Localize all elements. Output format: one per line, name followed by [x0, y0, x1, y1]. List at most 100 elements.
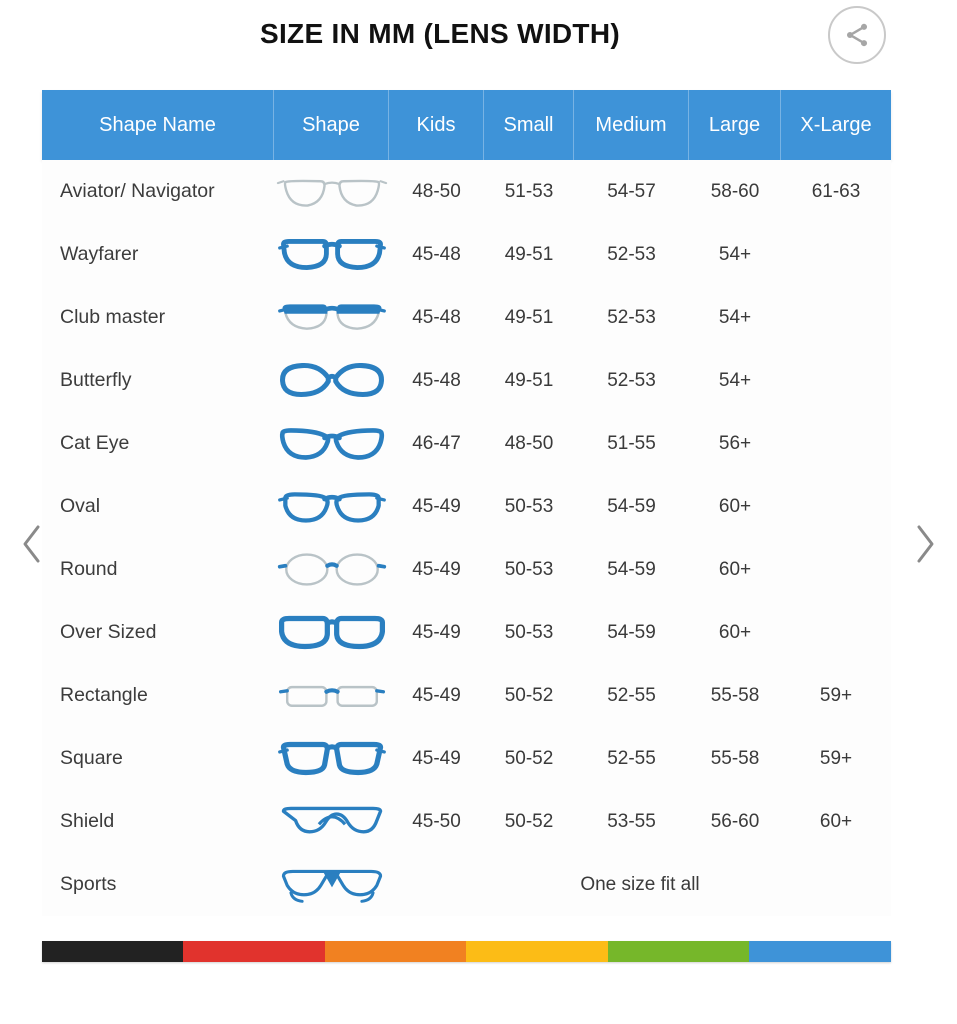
- cell-size-xlarge: [781, 601, 891, 664]
- table-row: Butterfly 45-48 49-51 52-53 54+: [42, 349, 891, 412]
- oval-glasses-icon: [276, 485, 388, 528]
- cell-size-small: 50-52: [504, 685, 554, 706]
- carousel-prev-button[interactable]: [4, 515, 60, 573]
- cell-shape-name: Over Sized: [60, 621, 157, 643]
- aviator-glasses-icon: [276, 170, 388, 213]
- share-button[interactable]: [828, 6, 886, 64]
- table-row: Oval 45-49 50-53 54-59 60+: [42, 475, 891, 538]
- cell-size-medium: 54-59: [607, 622, 656, 643]
- cateye-glasses-icon: [276, 422, 388, 465]
- cell-shape-name: Rectangle: [60, 684, 148, 706]
- cell-size-kids: 45-48: [412, 307, 461, 328]
- cell-size-xlarge: [781, 475, 891, 538]
- cell-size-medium: 51-55: [607, 433, 656, 454]
- table-row: Wayfarer 45-48 49-51 52-53 54+: [42, 223, 891, 286]
- cell-size-medium: 52-55: [607, 685, 656, 706]
- cell-size-small: 50-52: [504, 811, 554, 832]
- oversized-glasses-icon: [276, 611, 388, 654]
- brand-color-strip: [42, 941, 891, 962]
- cell-size-kids: 45-50: [412, 811, 461, 832]
- column-header-small: Small: [484, 90, 574, 160]
- page-title: SIZE IN MM (LENS WIDTH): [260, 18, 620, 49]
- table-row: Sports One size fit all: [42, 853, 891, 916]
- cell-size-xlarge: [781, 349, 891, 412]
- color-segment-black: [42, 941, 184, 962]
- cell-size-large: 54+: [718, 244, 752, 265]
- column-header-shape: Shape: [274, 90, 389, 160]
- color-segment-red: [183, 941, 325, 962]
- cell-shape-name: Club master: [60, 306, 166, 328]
- cell-shape-glyph: [274, 223, 389, 286]
- chevron-right-icon: [912, 522, 938, 566]
- cell-size-large: 58-60: [710, 181, 760, 202]
- cell-size-medium: 52-53: [607, 307, 656, 328]
- cell-size-large: 54+: [718, 307, 752, 328]
- cell-shape-glyph: [274, 601, 389, 664]
- cell-size-small: 50-52: [504, 748, 554, 769]
- cell-shape-name: Square: [60, 747, 123, 769]
- size-chart-table: Shape Name Shape Kids Small Medium Large…: [42, 90, 891, 916]
- wayfarer-glasses-icon: [276, 233, 388, 276]
- cell-size-large: 55-58: [710, 748, 760, 769]
- title-bar: SIZE IN MM (LENS WIDTH): [0, 18, 880, 50]
- column-header-large: Large: [689, 90, 781, 160]
- square-glasses-icon: [276, 737, 388, 780]
- cell-size-medium: 54-57: [607, 181, 656, 202]
- share-icon: [843, 21, 871, 49]
- cell-size-xlarge: 61-63: [811, 181, 861, 202]
- cell-size-small: 49-51: [504, 307, 554, 328]
- cell-size-large: 60+: [718, 559, 752, 580]
- cell-size-kids: 45-49: [412, 622, 461, 643]
- table-row: Square 45-49 50-52 52-55 55-58 59+: [42, 727, 891, 790]
- color-segment-orange: [324, 941, 467, 962]
- cell-size-xlarge: 60+: [819, 811, 853, 832]
- cell-size-large: 56-60: [710, 811, 760, 832]
- cell-size-medium: 54-59: [607, 559, 656, 580]
- cell-shape-glyph: [274, 160, 389, 223]
- cell-size-xlarge: 59+: [819, 748, 853, 769]
- cell-size-kids: 45-49: [412, 559, 461, 580]
- cell-size-large: 60+: [718, 622, 752, 643]
- cell-size-small: 50-53: [504, 622, 554, 643]
- color-segment-blue: [749, 941, 891, 962]
- cell-shape-name: Shield: [60, 810, 115, 832]
- table-row: Cat Eye 46-47 48-50 51-55 56+: [42, 412, 891, 475]
- cell-size-medium: 54-59: [607, 496, 656, 517]
- cell-size-large: 55-58: [710, 685, 760, 706]
- cell-size-xlarge: [781, 286, 891, 349]
- cell-shape-name: Round: [60, 558, 118, 580]
- cell-size-small: 51-53: [504, 181, 554, 202]
- table-header-row: Shape Name Shape Kids Small Medium Large…: [42, 90, 891, 160]
- color-segment-green: [607, 941, 750, 962]
- butterfly-glasses-icon: [276, 359, 388, 402]
- cell-size-kids: 45-48: [412, 244, 461, 265]
- sports-glasses-icon: [276, 863, 388, 906]
- cell-size-kids: 45-49: [412, 748, 461, 769]
- cell-shape-glyph: [274, 727, 389, 790]
- carousel-next-button[interactable]: [897, 515, 953, 573]
- cell-size-small: 48-50: [504, 433, 554, 454]
- cell-size-kids: 48-50: [412, 181, 461, 202]
- table-body: Aviator/ Navigator 48-50 51-53 54-57 58-60 61…: [42, 160, 891, 916]
- cell-size-xlarge: [781, 538, 891, 601]
- table-row: Rectangle 45-49 50-52 52-55 55-58 59+: [42, 664, 891, 727]
- chevron-left-icon: [19, 522, 45, 566]
- cell-size-small: 50-53: [504, 559, 554, 580]
- cell-size-medium: 53-55: [607, 811, 656, 832]
- cell-shape-name: Oval: [60, 495, 101, 517]
- cell-size-small: 50-53: [504, 496, 554, 517]
- cell-shape-glyph: [274, 412, 389, 475]
- rectangle-glasses-icon: [276, 674, 388, 717]
- column-header-shape-name: Shape Name: [42, 90, 274, 160]
- cell-size-kids: 45-49: [412, 685, 461, 706]
- table-row: Round 45-49 50-53 54-59 60+: [42, 538, 891, 601]
- cell-size-kids: 46-47: [412, 433, 461, 454]
- color-segment-yellow: [466, 941, 608, 962]
- table-row: Aviator/ Navigator 48-50 51-53 54-57 58-60 61…: [42, 160, 891, 223]
- cell-size-medium: 52-53: [607, 244, 656, 265]
- cell-shape-name: Cat Eye: [60, 432, 130, 454]
- cell-size-small: 49-51: [504, 244, 554, 265]
- cell-size-xlarge: [781, 412, 891, 475]
- cell-shape-glyph: [274, 475, 389, 538]
